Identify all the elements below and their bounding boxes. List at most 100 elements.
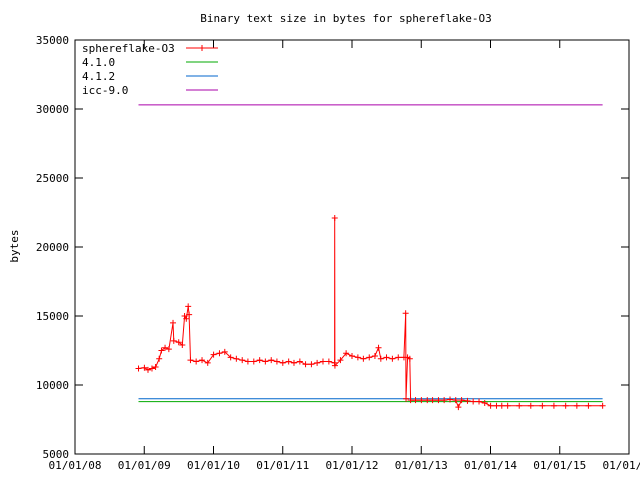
x-tick-label: 01/01/11 — [256, 459, 309, 472]
data-point — [464, 397, 471, 404]
data-point — [377, 355, 384, 362]
data-point — [256, 357, 263, 364]
data-point — [406, 355, 413, 362]
data-point — [331, 215, 338, 222]
series-layer — [135, 104, 606, 411]
data-point — [375, 344, 382, 351]
legend-label: 4.1.2 — [82, 70, 115, 83]
data-point — [148, 365, 155, 372]
data-point — [296, 358, 303, 365]
data-point — [455, 404, 462, 411]
x-tick-label: 01/01/13 — [395, 459, 448, 472]
data-point — [539, 402, 546, 409]
y-tick-label: 35000 — [36, 34, 69, 47]
legend-label: icc-9.0 — [82, 84, 128, 97]
data-point — [447, 396, 454, 403]
data-point — [152, 364, 159, 371]
data-point — [204, 359, 211, 366]
data-point — [441, 397, 448, 404]
data-point — [210, 351, 217, 358]
data-point — [481, 399, 488, 406]
data-point — [170, 319, 177, 326]
data-point — [221, 348, 228, 355]
y-tick-label: 15000 — [36, 310, 69, 323]
data-point — [325, 358, 332, 365]
data-point — [216, 350, 223, 357]
data-point — [308, 361, 315, 368]
data-point — [354, 354, 361, 361]
y-tick-label: 30000 — [36, 103, 69, 116]
data-point — [418, 397, 425, 404]
data-point — [279, 359, 286, 366]
y-tick-label: 20000 — [36, 241, 69, 254]
data-point — [383, 354, 390, 361]
data-point — [290, 359, 297, 366]
data-point — [562, 402, 569, 409]
data-point — [165, 346, 172, 353]
x-tick-label: 01/01/08 — [49, 459, 102, 472]
data-point — [458, 397, 465, 404]
data-point — [371, 353, 378, 360]
data-point — [402, 310, 409, 317]
data-point — [250, 358, 257, 365]
data-point — [412, 397, 419, 404]
data-point — [262, 358, 269, 365]
data-point — [331, 362, 338, 369]
data-point — [337, 357, 344, 364]
axis-ticks: 5000 10000 15000 20000 25000 30000 35000 01/01/… — [36, 34, 640, 472]
data-point — [179, 341, 186, 348]
legend-label: 4.1.0 — [82, 56, 115, 69]
data-point — [504, 402, 511, 409]
data-point — [314, 359, 321, 366]
data-point — [476, 398, 483, 405]
data-point — [183, 315, 190, 322]
data-point — [273, 358, 280, 365]
data-point — [343, 350, 350, 357]
data-point — [585, 402, 592, 409]
data-point — [285, 358, 292, 365]
data-point — [389, 355, 396, 362]
data-point — [144, 366, 151, 373]
data-point — [360, 355, 367, 362]
plot-area-border — [74, 39, 630, 455]
x-tick-label: 01/01/09 — [118, 459, 171, 472]
data-point — [185, 303, 192, 310]
x-tick-label: 01/01/14 — [464, 459, 517, 472]
data-point — [158, 347, 165, 354]
data-point — [493, 402, 500, 409]
data-point — [452, 397, 459, 404]
data-point — [429, 397, 436, 404]
data-point — [527, 402, 534, 409]
data-point — [573, 402, 580, 409]
data-point — [435, 397, 442, 404]
data-point — [424, 397, 431, 404]
series-line — [138, 217, 603, 409]
y-tick-label: 5000 — [43, 448, 70, 461]
data-point — [268, 357, 275, 364]
y-axis-label: bytes — [8, 229, 21, 262]
data-point — [193, 358, 200, 365]
chart-title: Binary text size in bytes for sphereflak… — [200, 12, 491, 25]
legend-label: sphereflake-O3 — [82, 42, 175, 55]
x-tick-label: 01/01/10 — [187, 459, 240, 472]
x-tick-label: 01/01/15 — [533, 459, 586, 472]
x-tick-label: 01/01/12 — [326, 459, 379, 472]
data-point — [487, 402, 494, 409]
y-tick-label: 25000 — [36, 172, 69, 185]
data-point — [227, 354, 234, 361]
data-point — [395, 354, 402, 361]
y-tick-label: 10000 — [36, 379, 69, 392]
data-point — [498, 402, 505, 409]
data-point — [141, 364, 148, 371]
x-tick-label: 01/01/16 — [603, 459, 640, 472]
data-point — [366, 354, 373, 361]
data-point — [156, 355, 163, 362]
data-point — [186, 311, 193, 318]
data-point — [599, 402, 606, 409]
data-point — [175, 339, 182, 346]
data-point — [403, 395, 410, 402]
data-point — [199, 357, 206, 364]
data-point — [516, 402, 523, 409]
